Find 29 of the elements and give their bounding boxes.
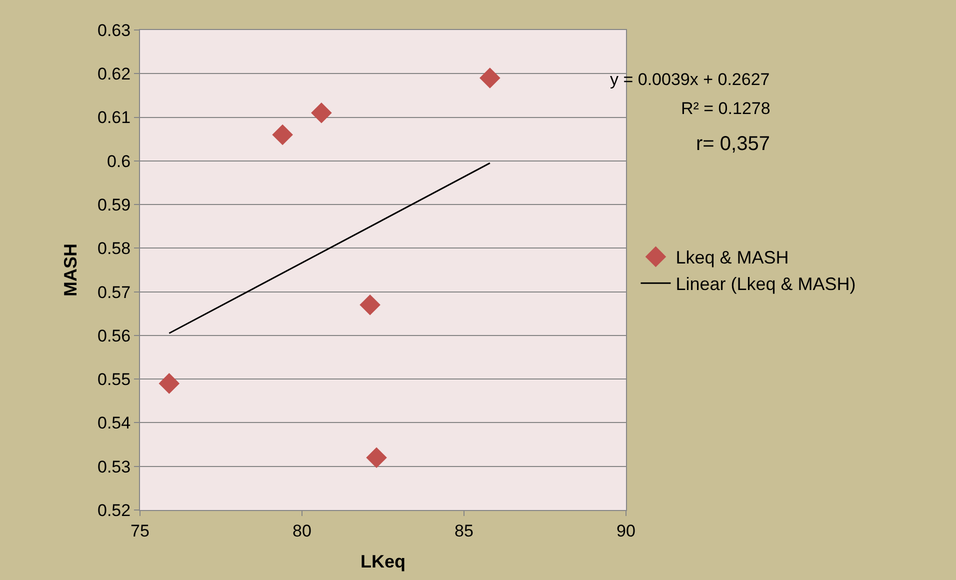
legend-label: Lkeq & MASH bbox=[676, 248, 789, 268]
x-tick-label: 75 bbox=[130, 521, 150, 540]
legend-label: Linear (Lkeq & MASH) bbox=[676, 274, 856, 294]
x-tick-label: 80 bbox=[292, 521, 312, 540]
x-tick-label: 90 bbox=[616, 521, 636, 540]
x-tick-label: 85 bbox=[454, 521, 474, 540]
annotation: y = 0.0039x + 0.2627 bbox=[610, 70, 770, 89]
y-tick-label: 0.58 bbox=[98, 239, 131, 258]
point bbox=[366, 447, 387, 468]
y-tick-label: 0.56 bbox=[98, 326, 131, 346]
y-tick-label: 0.55 bbox=[98, 370, 131, 390]
point bbox=[272, 124, 293, 146]
text: r= 0,357 bbox=[696, 133, 770, 155]
text: R² = 0.1278 bbox=[681, 99, 770, 118]
y-tick-label: 0.53 bbox=[98, 457, 131, 476]
point bbox=[480, 68, 500, 88]
y-tick-label: 0.59 bbox=[98, 196, 131, 214]
point bbox=[360, 294, 380, 316]
y-axis-title: MASH bbox=[60, 244, 81, 296]
y-tick-label: 0.6 bbox=[106, 152, 131, 171]
y-tick-label: 0.54 bbox=[98, 414, 131, 433]
y-tick-label: 0.63 bbox=[98, 20, 131, 40]
x-axis-title: LKeq bbox=[360, 552, 406, 572]
y-tick-label: 0.52 bbox=[98, 500, 131, 520]
y-tick-label: 0.57 bbox=[98, 282, 131, 302]
point bbox=[158, 373, 180, 394]
point bbox=[311, 102, 332, 124]
y-tick-label: 0.61 bbox=[98, 108, 131, 128]
y-tick-label: 0.62 bbox=[98, 64, 131, 84]
